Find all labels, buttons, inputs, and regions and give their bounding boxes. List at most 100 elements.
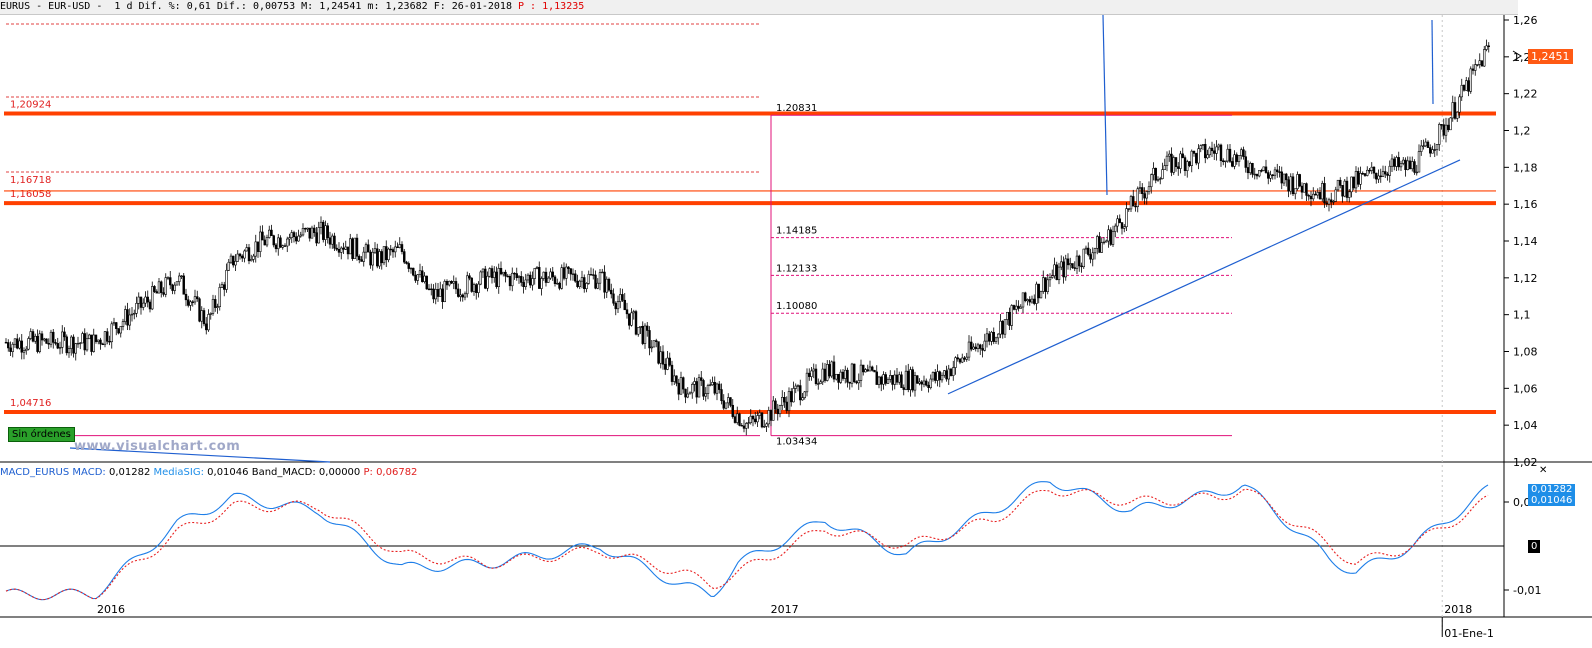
candle-body [1111,231,1115,245]
candle-body [1379,175,1382,178]
candle-body [911,369,914,391]
candle-body [335,247,338,250]
candle-body [184,293,188,301]
candle-body [637,327,640,335]
candle-body [673,375,676,382]
candle-body [547,277,550,283]
candle-body [1096,236,1099,249]
macd-line[interactable] [5,481,1489,601]
candle-body [398,244,401,248]
candle-body [976,344,980,349]
candle-body [900,374,903,388]
candle-body [603,271,606,293]
candle-body [731,404,734,417]
candle-body [128,314,131,326]
candle-body [94,334,98,342]
candle-body [97,339,100,342]
candle-body [299,234,302,237]
trendline[interactable] [947,159,1461,395]
candle-body [355,237,359,257]
candle-body [202,310,206,325]
candle-body [931,372,935,380]
candle-body [380,251,383,264]
candle-body [898,374,901,383]
candle-body [1375,172,1378,180]
candle-body [481,268,485,273]
candle-body [1019,306,1022,309]
candle-body [1388,165,1391,176]
candle-body [175,281,179,286]
candle-body [270,229,273,236]
candle-body [236,253,239,262]
candle-body [171,284,174,291]
candle-body [682,377,685,390]
candle-body [146,296,149,303]
candle-body [1424,141,1427,147]
candle-body [468,275,471,279]
candle-body [571,273,575,275]
candle-body [954,357,957,368]
candle-body [367,244,370,253]
level-label-support-1: 1,04716 [10,398,51,409]
candle-body [1129,196,1133,210]
level-label-resistance-3: 1,20924 [10,99,51,110]
candle-body [36,335,39,352]
y-tick-label: 1,16 [1513,198,1538,211]
candle-body [1147,186,1151,192]
y-tick-label: 1,22 [1513,88,1538,101]
candle-body [974,346,977,349]
candle-body [864,369,867,373]
candle-body [1114,225,1117,232]
candle-body [63,331,66,338]
candle-body [1384,171,1387,175]
candle-body [781,397,784,406]
signal-value-badge: 0,01046 [1528,496,1576,506]
signal-line[interactable] [5,488,1489,601]
candle-body [756,415,759,423]
candle-body [101,343,104,346]
candle-body [1354,171,1358,189]
candle-body [862,364,865,373]
candle-body [1116,218,1119,227]
candle-body [90,334,93,352]
candle-body [844,369,847,379]
candle-body [1325,202,1328,205]
candle-body [180,275,183,277]
candle-body [1242,149,1245,158]
candle-body [1235,154,1238,162]
candle-body [1138,187,1142,190]
candle-body [488,268,491,277]
vertical-marker-line-2[interactable] [1431,19,1434,105]
candle-body [1339,179,1342,186]
candle-body [1334,189,1337,202]
candle-body [65,336,68,354]
candle-body [13,338,17,345]
orders-badge[interactable]: Sin órdenes [8,427,75,442]
candle-body [522,282,525,287]
candle-body [196,296,199,300]
candle-body [67,348,71,354]
candle-body [502,271,505,275]
candle-body [479,271,482,285]
candle-body [331,235,334,245]
candle-body [43,338,46,341]
candle-body [106,331,109,342]
candle-body [506,275,509,278]
candle-body [594,274,597,289]
candle-body [688,392,692,395]
candle-body [745,423,748,429]
candle-body [407,263,410,269]
candle-body [31,331,35,342]
candle-body [288,237,291,240]
candle-body [1051,275,1054,278]
close-icon[interactable]: ✕ [1539,465,1548,476]
vertical-marker-line[interactable] [1102,14,1108,196]
candle-body [538,267,541,289]
candle-body [1352,176,1355,189]
last-price-badge: 1,2451 [1528,49,1573,64]
candles[interactable] [4,39,1490,436]
candle-body [85,338,89,351]
watermark: www.visualchart.com [74,439,241,454]
candle-body [223,284,226,290]
